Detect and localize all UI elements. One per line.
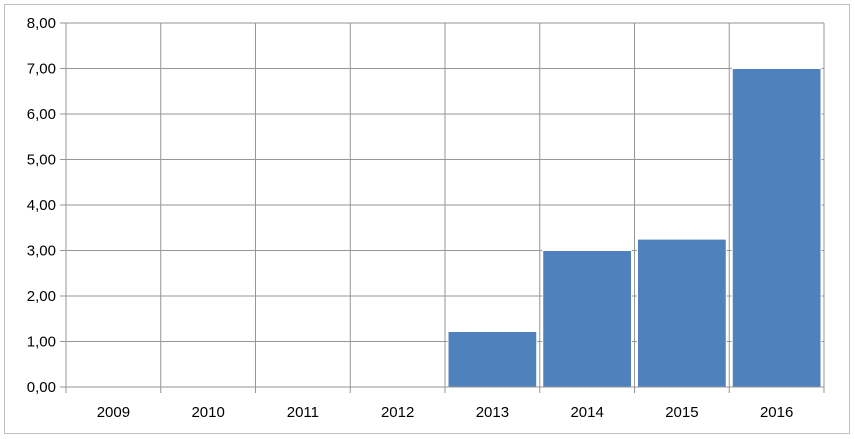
axes: [60, 23, 824, 388]
bar-2014: [542, 250, 632, 388]
x-tick-label: 2009: [97, 404, 130, 421]
x-tick-label: 2015: [665, 404, 698, 421]
y-tick-label: 8,00: [27, 15, 56, 32]
y-tick-label: 5,00: [27, 152, 56, 169]
x-tick-label: 2014: [570, 404, 603, 421]
y-tick-label: 1,00: [27, 334, 56, 351]
bar-2015: [637, 238, 727, 388]
y-tick-label: 0,00: [27, 379, 56, 396]
y-tick-label: 4,00: [27, 197, 56, 214]
y-tick-label: 3,00: [27, 243, 56, 260]
bar-2013: [447, 330, 538, 388]
y-tick-label: 2,00: [27, 288, 56, 305]
bar-2016: [731, 68, 822, 388]
bars: [447, 68, 822, 388]
x-tick-label: 2016: [760, 404, 793, 421]
x-tick-label: 2012: [381, 404, 414, 421]
x-tick-label: 2010: [191, 404, 224, 421]
x-axis-tick-labels: 2009 2010 2011 2012 2013 2014 2015 2016: [97, 404, 794, 421]
y-axis-tick-labels: 0,00 1,00 2,00 3,00 4,00 5,00 6,00 7,00 8,00: [27, 15, 56, 396]
y-tick-label: 6,00: [27, 106, 56, 123]
x-tick-label: 2011: [287, 404, 319, 421]
y-tick-label: 7,00: [27, 61, 56, 78]
x-tick-label: 2013: [476, 404, 509, 421]
